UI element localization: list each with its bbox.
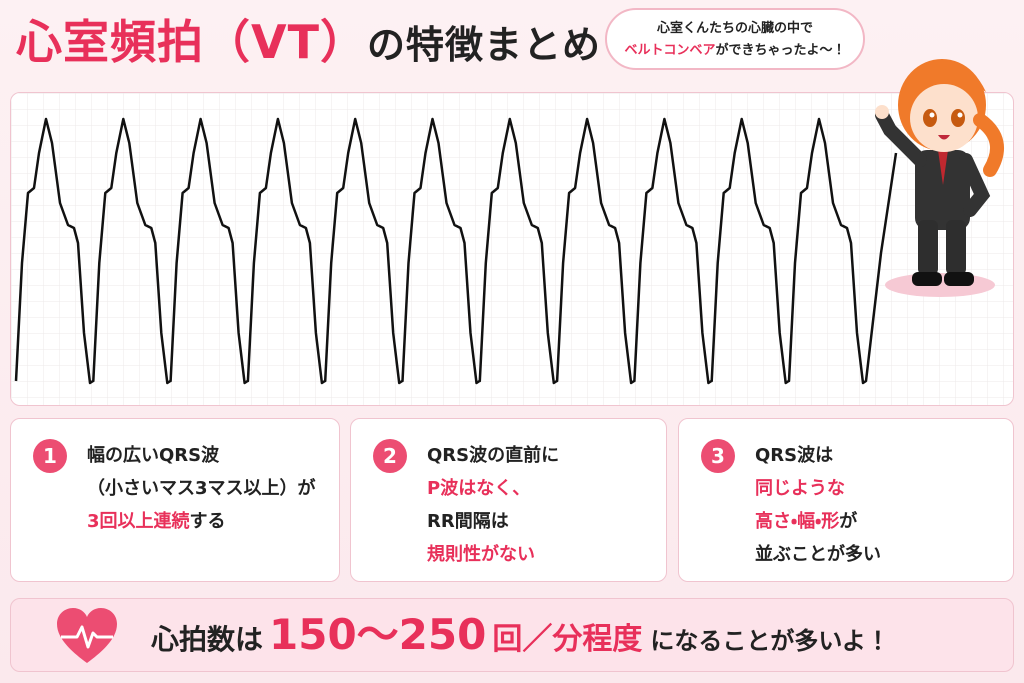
text: 心拍数は — [151, 623, 264, 656]
card: 1 幅の広いQRS波 （小さいマス3マス以上）が 3回以上連続する — [10, 418, 340, 582]
text: が — [839, 511, 858, 532]
text-line: RR間隔は — [427, 505, 559, 538]
text-line: 規則性がない — [427, 538, 559, 571]
card-text: QRS波は同じような高さ・幅・形が並ぶことが多い — [755, 439, 881, 571]
card-number: 1 — [33, 439, 67, 473]
footer-bar: 心拍数は 150〜250 回／分程度 になることが多いよ！ — [10, 598, 1014, 672]
text-line: QRS波は — [755, 439, 881, 472]
accent-text: 回／分程度 — [492, 622, 643, 657]
accent-text: 高さ・幅・形 — [755, 511, 840, 532]
text-line: 幅の広いQRS波 — [87, 439, 316, 472]
speech-bubble: 心室くんたちの心臓の中でベルトコンベアができちゃったよ〜！ — [605, 8, 865, 70]
text-line: QRS波の直前に — [427, 439, 559, 472]
text-line: 並ぶことが多い — [755, 538, 881, 571]
card-number: 3 — [701, 439, 735, 473]
title: 心室頻拍（VT）の特徴まとめ — [16, 6, 601, 72]
text-line: P波はなく、 — [427, 472, 559, 505]
character — [875, 59, 1005, 297]
accent-text: 150〜250 — [269, 610, 487, 659]
ecg-panel — [10, 92, 1014, 406]
footer-text: 心拍数は 150〜250 回／分程度 になることが多いよ！ — [151, 599, 890, 671]
accent-text: 心室頻拍（VT） — [16, 15, 367, 69]
ecg — [11, 93, 1013, 405]
accent-text: 同じような — [755, 478, 845, 499]
card: 2 QRS波の直前に P波はなく、 RR間隔は規則性がない — [350, 418, 667, 582]
text: になることが多いよ！ — [650, 627, 890, 655]
text-line: 高さ・幅・形が — [755, 505, 881, 538]
text: RR間隔は — [427, 511, 509, 532]
text: の特徴まとめ — [366, 23, 601, 67]
card-text: 幅の広いQRS波 （小さいマス3マス以上）が 3回以上連続する — [87, 439, 316, 538]
accent-text: 3回以上連続 — [87, 511, 190, 532]
text-line: ベルトコンベアができちゃったよ〜！ — [607, 40, 863, 62]
text: する — [189, 511, 226, 532]
text: QRS波は — [755, 445, 834, 466]
text-line: （小さいマス3マス以上）が — [87, 472, 316, 505]
text: （小さいマス3マス以上）が — [87, 478, 316, 499]
text: 心室くんたちの心臓の中で — [656, 21, 813, 36]
ecg-waveform — [14, 117, 898, 385]
text-line: 3回以上連続する — [87, 505, 316, 538]
accent-text: 規則性がない — [427, 544, 535, 565]
text-line: 心室くんたちの心臓の中で — [607, 18, 863, 40]
card: 3 QRS波は同じような高さ・幅・形が並ぶことが多い — [678, 418, 1014, 582]
heart-icon — [57, 608, 117, 663]
text-line: 同じような — [755, 472, 881, 505]
text: ができちゃったよ〜！ — [715, 43, 846, 58]
text: 並ぶことが多い — [755, 544, 881, 565]
card-text: QRS波の直前に P波はなく、 RR間隔は規則性がない — [427, 439, 559, 571]
accent-text: P波はなく、 — [427, 478, 531, 499]
accent-text: ベルトコンベア — [624, 43, 716, 58]
text: 幅の広いQRS波 — [87, 445, 220, 466]
card-number: 2 — [373, 439, 407, 473]
text: QRS波の直前に — [427, 445, 560, 466]
